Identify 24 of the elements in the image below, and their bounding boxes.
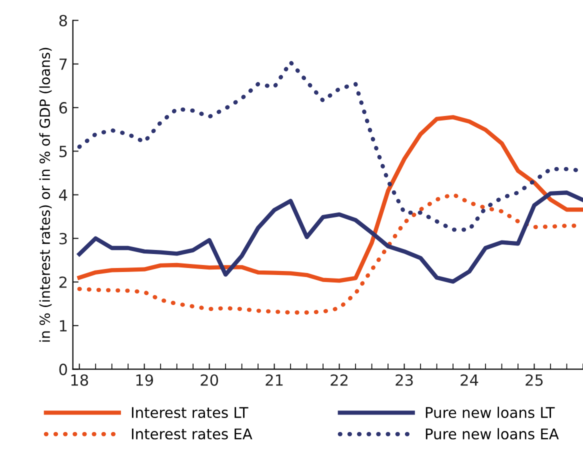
x-tick-label: 25 (526, 374, 543, 386)
y-tick-label: 7 (60, 58, 67, 70)
y-tick-label: 4 (59, 189, 68, 201)
x-tick-label: 21 (266, 374, 283, 386)
x-tick-label: 23 (396, 374, 413, 386)
y-tick-label: 8 (59, 14, 67, 26)
legend-label: Interest rates LT (132, 407, 248, 418)
legend-label: Pure new loans LT (426, 406, 555, 418)
y-axis-title: in % (interest rates) or in % of GDP (loans) (39, 48, 52, 342)
legend-label: Pure new loans EA (426, 428, 559, 440)
line-series (77, 190, 583, 284)
y-tick-label: 3 (59, 232, 67, 244)
y-tick-label: 1 (60, 320, 67, 332)
y-tick-label: 5 (59, 146, 67, 158)
x-tick-label: 20 (200, 374, 218, 386)
y-tick-label: 6 (59, 102, 68, 114)
x-tick-label: 22 (330, 374, 348, 386)
x-tick-label: 19 (136, 374, 154, 386)
x-tick-label: 24 (460, 374, 478, 386)
y-tick-label: 0 (59, 364, 67, 376)
line-series (77, 115, 583, 283)
y-tick-label: 2 (59, 276, 66, 288)
legend-label: Interest rates EA (132, 428, 252, 440)
x-tick-label: 18 (71, 374, 88, 386)
